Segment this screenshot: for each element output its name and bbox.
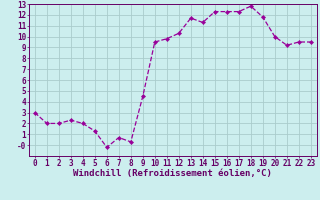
X-axis label: Windchill (Refroidissement éolien,°C): Windchill (Refroidissement éolien,°C)	[73, 169, 272, 178]
